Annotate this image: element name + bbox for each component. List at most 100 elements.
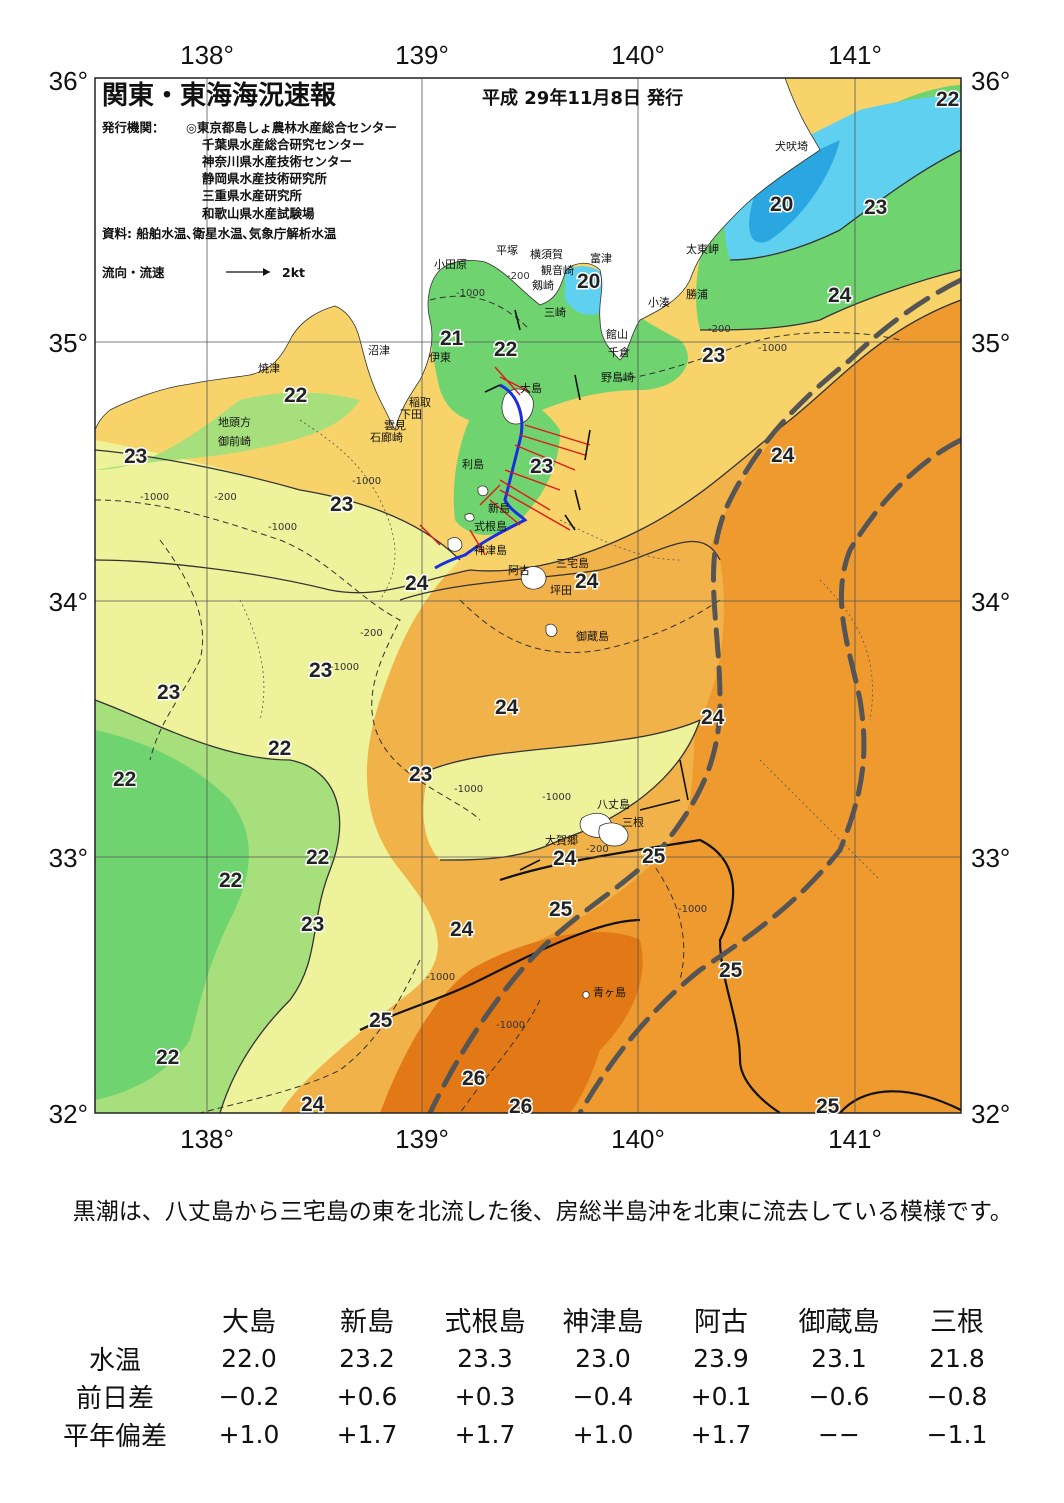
lat-label-left: 33° — [49, 843, 88, 873]
table-corner — [40, 1300, 190, 1339]
isotherm-label: 22 — [268, 737, 291, 760]
lon-label-top: 138° — [180, 40, 234, 70]
table-cell: −0.4 — [572, 1381, 634, 1411]
agency-item: ◎東京都島しょ農林水産総合センター — [186, 120, 397, 135]
isotherm-labels: 22 20 23 24 23 21 22 20 22 23 24 23 24 2… — [112, 87, 961, 1120]
place-label: 野島崎 — [601, 370, 634, 384]
lon-label-top: 140° — [611, 40, 665, 70]
depth-label: -1000 — [268, 522, 297, 533]
depth-label: -1000 — [456, 288, 485, 299]
isotherm-label: 24 — [553, 847, 577, 870]
lon-label-bottom: 141° — [828, 1124, 882, 1154]
depth-label: -1000 — [352, 476, 381, 487]
isotherm-label: 23 — [309, 659, 332, 682]
observation-table: 大島 新島 式根島 神津島 阿古 御蔵島 三根 水温 22.0 23.2 23.… — [40, 1300, 1016, 1453]
row-header: 平年偏差 — [62, 1421, 167, 1452]
place-label: 利島 — [462, 457, 484, 471]
isotherm-label: 24 — [495, 696, 519, 719]
table-cell: +1.7 — [454, 1419, 516, 1449]
place-label: 地頭方 — [218, 415, 251, 429]
isotherm-label: 20 — [577, 270, 600, 293]
table-cell: −0.8 — [926, 1381, 988, 1411]
place-label: 稲取 — [409, 396, 431, 409]
lon-label-bottom: 140° — [611, 1124, 665, 1154]
place-label: 勝浦 — [686, 287, 708, 301]
agency-label: 発行機関： — [101, 120, 165, 135]
depth-label: -1000 — [330, 662, 359, 673]
temperature-field — [95, 78, 961, 1113]
map-title: 関東・東海海況速報 — [102, 81, 337, 111]
isotherm-label: 22 — [113, 768, 136, 791]
isotherm-label: 26 — [509, 1095, 532, 1118]
lon-label-top: 139° — [395, 40, 449, 70]
place-label: 三宅島 — [556, 556, 589, 570]
lat-label-right: 34° — [971, 587, 1010, 617]
place-label: 御前崎 — [218, 434, 251, 448]
depth-label: -1000 — [454, 784, 483, 795]
place-label: 石廊崎 — [370, 430, 403, 444]
table-row: 平年偏差 +1.0 +1.7 +1.7 +1.0 +1.7 −− −1.1 — [40, 1415, 1016, 1453]
sea-temperature-map: 138° 139° 140° 141° 138° 139° 140° 141° … — [49, 40, 1011, 1154]
lon-label-top: 141° — [828, 40, 882, 70]
table-cell: +1.0 — [572, 1419, 634, 1449]
isotherm-label: 20 — [770, 193, 793, 216]
table-cell: 22.0 — [221, 1343, 277, 1373]
table-header-row: 大島 新島 式根島 神津島 阿古 御蔵島 三根 — [40, 1300, 1016, 1339]
table-row: 水温 22.0 23.2 23.3 23.0 23.9 23.1 21.8 — [40, 1339, 1016, 1377]
isotherm-label: 25 — [816, 1095, 840, 1118]
lon-label-bottom: 138° — [180, 1124, 234, 1154]
column-header: 新島 — [340, 1307, 394, 1338]
isotherm-label: 23 — [330, 493, 353, 516]
isotherm-label: 24 — [450, 918, 474, 941]
isotherm-label: 24 — [575, 570, 599, 593]
agency-item: 神奈川県水産技術センター — [202, 154, 352, 169]
table-cell: +0.1 — [690, 1381, 752, 1411]
place-label: 阿古 — [508, 564, 530, 577]
summary-text: 黒潮は、八丈島から三宅島の東を北流した後、房総半島沖を北東に流去している模様です… — [72, 1199, 1013, 1225]
isotherm-label: 23 — [530, 455, 553, 478]
agency-item: 静岡県水産技術研究所 — [202, 171, 328, 186]
axis-labels: 138° 139° 140° 141° 138° 139° 140° 141° … — [49, 40, 1011, 1154]
depth-label: -1000 — [140, 492, 169, 503]
place-label: 大賀郷 — [545, 833, 578, 847]
lat-label-right: 32° — [971, 1099, 1010, 1129]
isotherm-label: 26 — [462, 1067, 485, 1090]
place-label: 伊東 — [429, 351, 451, 364]
isotherm-label: 25 — [642, 845, 666, 868]
isotherm-label: 22 — [219, 869, 242, 892]
column-header: 三根 — [930, 1307, 984, 1338]
isotherm-label: 24 — [828, 284, 852, 307]
depth-label: -200 — [214, 492, 237, 503]
row-header: 水温 — [88, 1345, 141, 1376]
agency-item: 三重県水産研究所 — [202, 188, 303, 203]
place-label: 剱崎 — [532, 278, 554, 292]
place-label: 焼津 — [258, 362, 280, 375]
isotherm-label: 23 — [157, 681, 180, 704]
place-label: 犬吠埼 — [775, 139, 808, 153]
table-cell: +1.7 — [690, 1419, 752, 1449]
legend-arrowhead-icon — [263, 268, 270, 276]
table-cell: 23.2 — [339, 1343, 395, 1373]
place-names: 犬吠埼 太東岬 富津 勝浦 小湊 横須賀 観音崎 剱崎 三崎 平塚 小田原 館山… — [218, 139, 808, 999]
place-label: 神津島 — [474, 543, 507, 557]
place-label: 千倉 — [608, 345, 630, 359]
place-label: 平塚 — [496, 244, 518, 257]
place-label: 雲見 — [384, 419, 406, 432]
table-cell: 23.3 — [457, 1343, 513, 1373]
table-cell: −0.2 — [218, 1381, 280, 1411]
place-label: 三根 — [622, 815, 644, 829]
isotherm-label: 22 — [284, 384, 307, 407]
agency-item: 和歌山県水産試験場 — [201, 206, 315, 221]
map-header: 関東・東海海況速報 平成 29年11月8日 発行 発行機関： ◎東京都島しょ農林… — [101, 81, 683, 280]
agency-item: 千葉県水産総合研究センター — [202, 137, 365, 152]
place-label: 富津 — [590, 251, 612, 265]
column-header: 大島 — [222, 1307, 276, 1338]
isotherm-label: 23 — [124, 445, 147, 468]
isotherm-label: 22 — [494, 338, 517, 361]
column-header: 神津島 — [562, 1307, 644, 1338]
place-label: 三崎 — [544, 305, 566, 319]
table-cell: −− — [818, 1419, 860, 1449]
table-cell: +0.6 — [336, 1381, 398, 1411]
isotherm-label: 25 — [549, 898, 573, 921]
table-cell: 21.8 — [929, 1343, 985, 1373]
